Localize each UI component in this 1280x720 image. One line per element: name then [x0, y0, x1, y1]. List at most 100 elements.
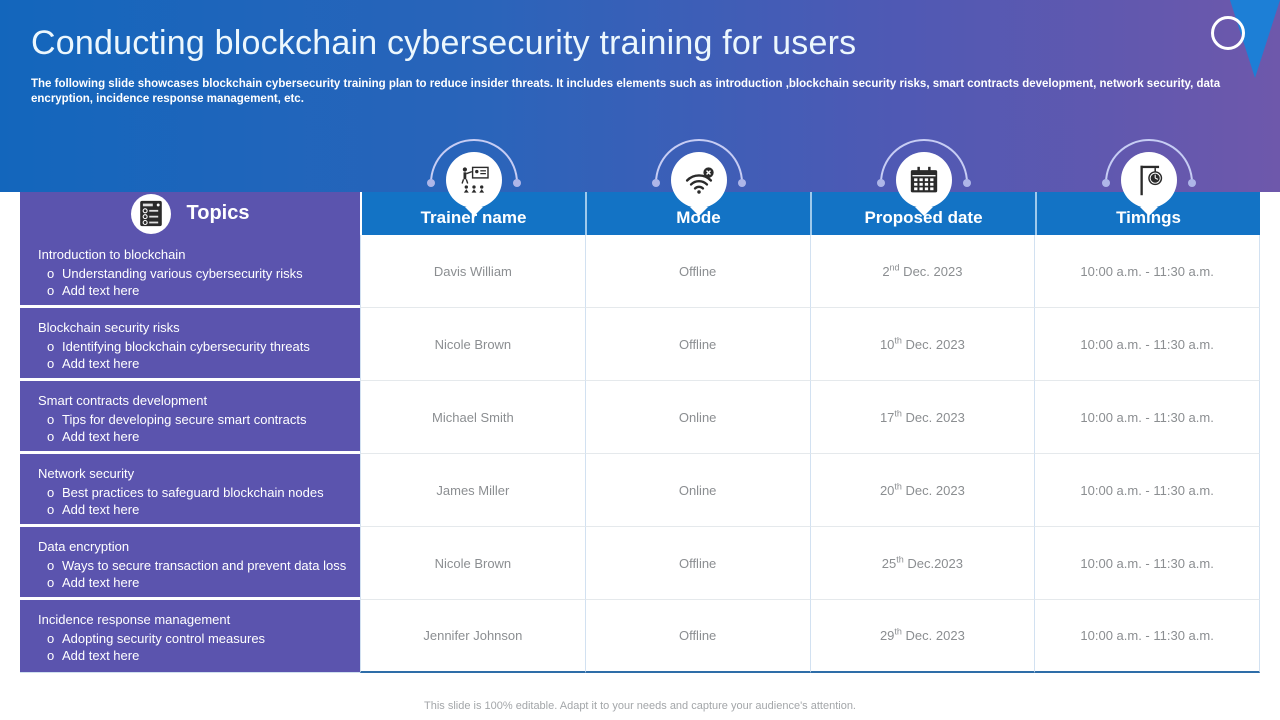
timing-cell: 10:00 a.m. - 11:30 a.m. — [1034, 454, 1260, 527]
bullet-marker: o — [47, 574, 55, 590]
row-data-cells: Michael Smith Online 17th Dec. 2023 10:0… — [360, 381, 1260, 454]
date-day: 20 — [879, 482, 895, 498]
date-ordinal: nd — [889, 262, 900, 273]
bullet-marker: o — [47, 501, 55, 517]
trainer-cell: Davis William — [360, 235, 585, 308]
row-data-cells: Nicole Brown Offline 25th Dec.2023 10:00… — [360, 527, 1260, 600]
column-headers: Trainer name — [362, 139, 1260, 235]
bullet-text: Add text here — [62, 501, 140, 517]
mode-cell: Offline — [584, 308, 810, 381]
topic-bullet: o Ways to secure transaction and prevent… — [38, 558, 352, 575]
column-header-label: Proposed date — [864, 207, 983, 227]
row-data-cells: Jennifer Johnson Offline 29th Dec. 2023 … — [360, 600, 1260, 673]
topic-cell: Blockchain security risks o Identifying … — [20, 308, 360, 381]
bullet-text: Ways to secure transaction and prevent d… — [62, 558, 347, 573]
topic-cell: Smart contracts development o Tips for d… — [20, 381, 360, 454]
date-ordinal: th — [894, 335, 902, 346]
topic-bullet: o Add text here — [38, 429, 352, 446]
date-day: 29 — [879, 628, 895, 643]
date-ordinal: th — [894, 626, 902, 637]
bullet-marker: o — [47, 412, 55, 427]
date-ordinal: th — [896, 554, 904, 565]
topic-bullet: o Add text here — [38, 648, 352, 665]
trainer-cell: James Miller — [360, 454, 585, 527]
bullet-text: Add text here — [62, 282, 140, 298]
bullet-text: Add text here — [62, 574, 140, 590]
date-ordinal: th — [894, 408, 902, 419]
timing-cell: 10:00 a.m. - 11:30 a.m. — [1034, 235, 1260, 308]
topic-title: Blockchain security risks — [38, 320, 180, 335]
date-cell: 20th Dec. 2023 — [809, 454, 1035, 527]
topic-title: Introduction to blockchain — [38, 247, 186, 262]
slide-subtitle: The following slide showcases blockchain… — [31, 78, 1221, 105]
column-header-proposed-date: Proposed date — [810, 139, 1035, 235]
mode-cell: Offline — [584, 600, 810, 673]
bullet-marker: o — [47, 355, 55, 371]
date-cell: 25th Dec.2023 — [809, 527, 1035, 600]
topic-title: Smart contracts development — [38, 393, 208, 408]
bullet-marker: o — [47, 428, 55, 444]
date-day: 17 — [879, 409, 895, 425]
topic-title: Network security — [38, 466, 135, 481]
date-cell: 17th Dec. 2023 — [809, 381, 1035, 454]
row-data-cells: Nicole Brown Offline 10th Dec. 2023 10:0… — [360, 308, 1260, 381]
trainer-cell: Michael Smith — [360, 381, 585, 454]
date-rest: Dec. 2023 — [901, 482, 965, 498]
table-row: Data encryption o Ways to secure transac… — [20, 527, 1260, 600]
topic-cell: Introduction to blockchain o Understandi… — [20, 235, 360, 308]
date-cell: 10th Dec. 2023 — [809, 308, 1035, 381]
bullet-text: Add text here — [62, 355, 140, 371]
date-day: 10 — [879, 336, 895, 352]
bullet-marker: o — [47, 558, 55, 573]
timing-cell: 10:00 a.m. - 11:30 a.m. — [1034, 381, 1260, 454]
topic-bullet: o Identifying blockchain cybersecurity t… — [38, 339, 352, 356]
bullet-marker: o — [47, 266, 55, 281]
date-rest: Dec.2023 — [903, 555, 963, 571]
topic-bullet: o Adopting security control measures — [38, 631, 352, 648]
topics-header-cell: Topics — [20, 192, 360, 235]
table-row: Smart contracts development o Tips for d… — [20, 381, 1260, 454]
checklist-icon — [130, 193, 171, 234]
bullet-text: Adopting security control measures — [62, 631, 266, 646]
row-data-cells: James Miller Online 20th Dec. 2023 10:00… — [360, 454, 1260, 527]
column-header-label: Timings — [1116, 207, 1181, 227]
bullet-text: Tips for developing secure smart contrac… — [62, 412, 307, 427]
bullet-text: Best practices to safeguard blockchain n… — [62, 485, 324, 500]
topic-bullet: o Add text here — [38, 502, 352, 519]
table-header-row: Topics — [20, 139, 1260, 235]
bullet-marker: o — [47, 485, 55, 500]
topic-bullet: o Tips for developing secure smart contr… — [38, 412, 352, 429]
date-day: 25 — [881, 555, 897, 571]
timing-cell: 10:00 a.m. - 11:30 a.m. — [1034, 600, 1260, 673]
mode-cell: Offline — [584, 235, 810, 308]
topic-cell: Incidence response management o Adopting… — [20, 600, 360, 673]
bullet-marker: o — [47, 282, 55, 298]
date-rest: Dec. 2023 — [901, 409, 965, 425]
page-title: Conducting blockchain cybersecurity trai… — [31, 24, 857, 62]
column-header-timings: Timings — [1035, 139, 1260, 235]
mode-cell: Online — [584, 454, 810, 527]
bullet-marker: o — [47, 647, 55, 663]
timing-cell: 10:00 a.m. - 11:30 a.m. — [1034, 527, 1260, 600]
table-row: Introduction to blockchain o Understandi… — [20, 235, 1260, 308]
date-cell: 2nd Dec. 2023 — [809, 235, 1035, 308]
trainer-cell: Nicole Brown — [360, 308, 585, 381]
bullet-text: Add text here — [62, 647, 140, 663]
bullet-text: Identifying blockchain cybersecurity thr… — [62, 339, 310, 354]
topic-bullet: o Add text here — [38, 356, 352, 373]
date-rest: Dec. 2023 — [899, 263, 963, 279]
date-cell: 29th Dec. 2023 — [809, 600, 1035, 673]
bullet-text: Understanding various cybersecurity risk… — [62, 266, 303, 281]
topics-header-label: Topics — [186, 202, 250, 224]
date-ordinal: th — [894, 481, 902, 492]
column-header-mode: Mode — [585, 139, 810, 235]
trainer-cell: Jennifer Johnson — [360, 600, 585, 673]
header-band: Conducting blockchain cybersecurity trai… — [0, 0, 1280, 192]
topic-title: Data encryption — [38, 539, 130, 554]
topic-bullet: o Understanding various cybersecurity ri… — [38, 266, 352, 283]
table-row: Network security o Best practices to saf… — [20, 454, 1260, 527]
mode-cell: Online — [584, 381, 810, 454]
slide-footer-note: This slide is 100% editable. Adapt it to… — [424, 700, 856, 712]
row-data-cells: Davis William Offline 2nd Dec. 2023 10:0… — [360, 235, 1260, 308]
topic-bullet: o Best practices to safeguard blockchain… — [38, 485, 352, 502]
